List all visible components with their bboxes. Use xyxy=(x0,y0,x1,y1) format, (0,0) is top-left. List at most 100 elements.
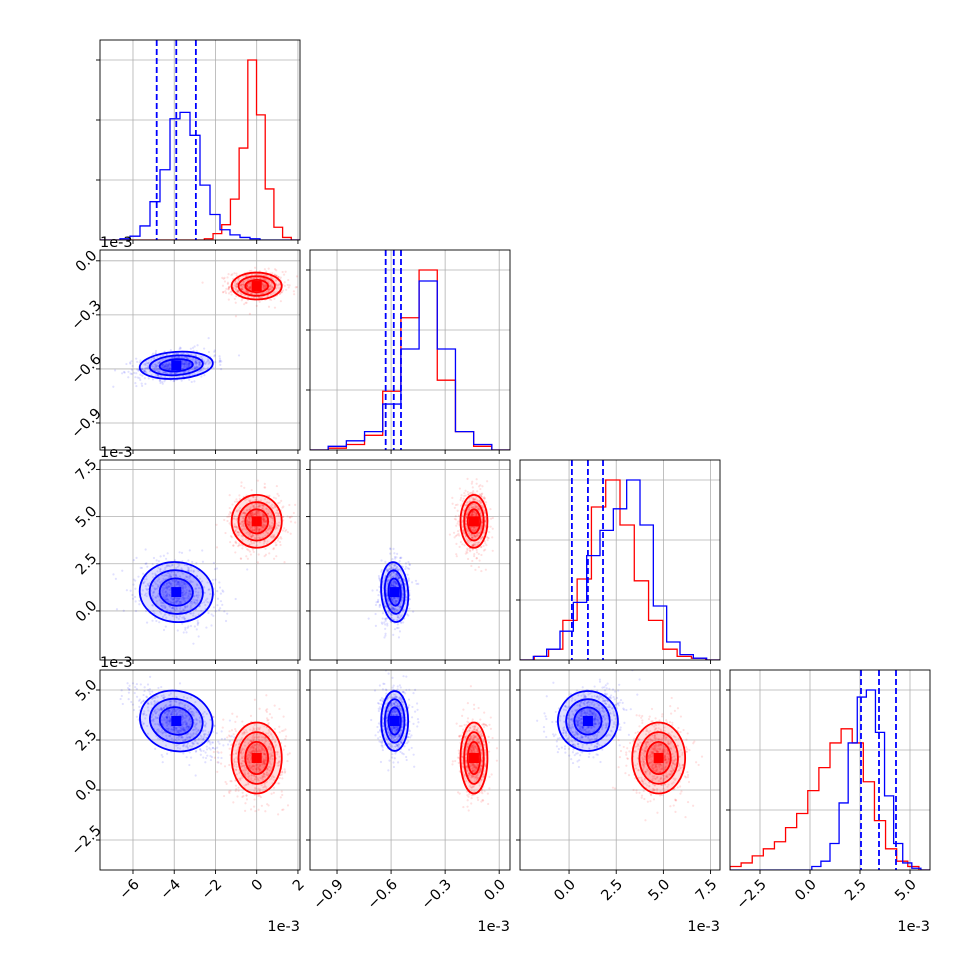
sample-point xyxy=(246,291,249,294)
sample-point xyxy=(481,485,484,488)
sample-point xyxy=(194,353,197,356)
sample-point xyxy=(254,529,258,532)
sample-point xyxy=(265,290,269,293)
sample-point xyxy=(414,579,418,582)
sample-point xyxy=(175,616,179,619)
sample-point xyxy=(227,298,230,301)
sample-point xyxy=(263,517,266,520)
sample-point xyxy=(176,582,180,586)
sample-point xyxy=(129,361,132,364)
sample-point xyxy=(169,594,172,598)
sample-point xyxy=(166,365,169,368)
sample-point xyxy=(248,523,251,526)
sample-point xyxy=(169,582,172,585)
sample-point xyxy=(164,594,167,597)
sample-point xyxy=(466,547,469,550)
sample-point xyxy=(194,360,197,364)
sample-point xyxy=(239,557,242,560)
sample-point xyxy=(410,581,414,584)
sample-point xyxy=(232,733,235,736)
sample-point xyxy=(247,532,250,536)
sample-point xyxy=(386,597,389,600)
sample-point xyxy=(167,581,170,584)
sample-point xyxy=(183,592,186,595)
sample-point xyxy=(467,532,471,535)
sample-point xyxy=(232,517,235,520)
sample-point xyxy=(185,365,188,368)
sample-point xyxy=(182,594,185,597)
sample-point xyxy=(242,283,245,286)
sample-point xyxy=(183,563,186,567)
sample-point xyxy=(177,597,180,600)
sample-point xyxy=(178,564,181,567)
sample-point xyxy=(249,513,252,516)
sample-point xyxy=(140,367,143,370)
sample-point xyxy=(180,356,183,359)
sample-point xyxy=(479,499,482,502)
sample-point xyxy=(215,546,219,549)
sample-point xyxy=(250,535,253,538)
sample-point xyxy=(402,609,405,612)
sample-point xyxy=(213,349,216,352)
sample-point xyxy=(235,509,238,512)
sample-point xyxy=(248,508,252,511)
sample-point xyxy=(474,568,477,571)
sample-point xyxy=(395,572,398,576)
sample-point xyxy=(177,580,180,583)
sample-point xyxy=(273,306,277,309)
sample-point xyxy=(167,564,170,567)
sample-point xyxy=(151,594,154,597)
sample-point xyxy=(470,514,473,517)
sample-point xyxy=(227,287,230,291)
sample-point xyxy=(268,527,271,530)
sample-point xyxy=(239,522,242,525)
sample-point xyxy=(471,513,474,516)
sample-point xyxy=(398,607,401,610)
sample-point xyxy=(467,541,470,545)
sample-point xyxy=(380,568,383,572)
sample-point xyxy=(268,288,272,291)
sample-point xyxy=(181,588,185,592)
sample-point xyxy=(235,500,239,503)
sample-point xyxy=(477,508,480,511)
sample-point xyxy=(158,370,161,373)
sample-point xyxy=(193,362,196,365)
y-offset-label: 1e-3 xyxy=(100,445,133,461)
sample-point xyxy=(278,707,281,711)
sample-point xyxy=(142,581,145,585)
sample-point xyxy=(178,597,181,601)
sample-point xyxy=(274,526,278,529)
sample-point xyxy=(395,572,398,576)
sample-point xyxy=(182,581,185,584)
sample-point xyxy=(207,362,210,365)
sample-point xyxy=(270,277,274,280)
sample-point xyxy=(262,515,265,518)
sample-point xyxy=(269,293,272,296)
sample-point xyxy=(262,514,265,518)
sample-point xyxy=(240,283,243,286)
sample-point xyxy=(131,597,135,600)
sample-point xyxy=(273,273,276,276)
sample-point xyxy=(145,587,148,590)
sample-point xyxy=(187,364,190,367)
sample-point xyxy=(248,517,251,520)
sample-point xyxy=(255,528,259,531)
sample-point xyxy=(221,589,224,592)
sample-point xyxy=(286,753,289,756)
sample-point xyxy=(481,536,484,540)
sample-point xyxy=(180,360,183,363)
sample-point xyxy=(169,371,172,375)
sample-point xyxy=(254,537,257,541)
sample-point xyxy=(384,632,387,635)
sample-point xyxy=(220,360,223,363)
sample-point xyxy=(389,572,392,576)
sample-point xyxy=(270,528,273,531)
sample-point xyxy=(234,525,237,528)
sample-point xyxy=(262,516,265,519)
sample-point xyxy=(238,497,241,500)
sample-point xyxy=(262,292,265,295)
sample-point xyxy=(186,566,190,569)
y-tick-label: −0.6 xyxy=(69,352,105,388)
sample-point xyxy=(467,493,470,496)
sample-point xyxy=(269,526,272,529)
